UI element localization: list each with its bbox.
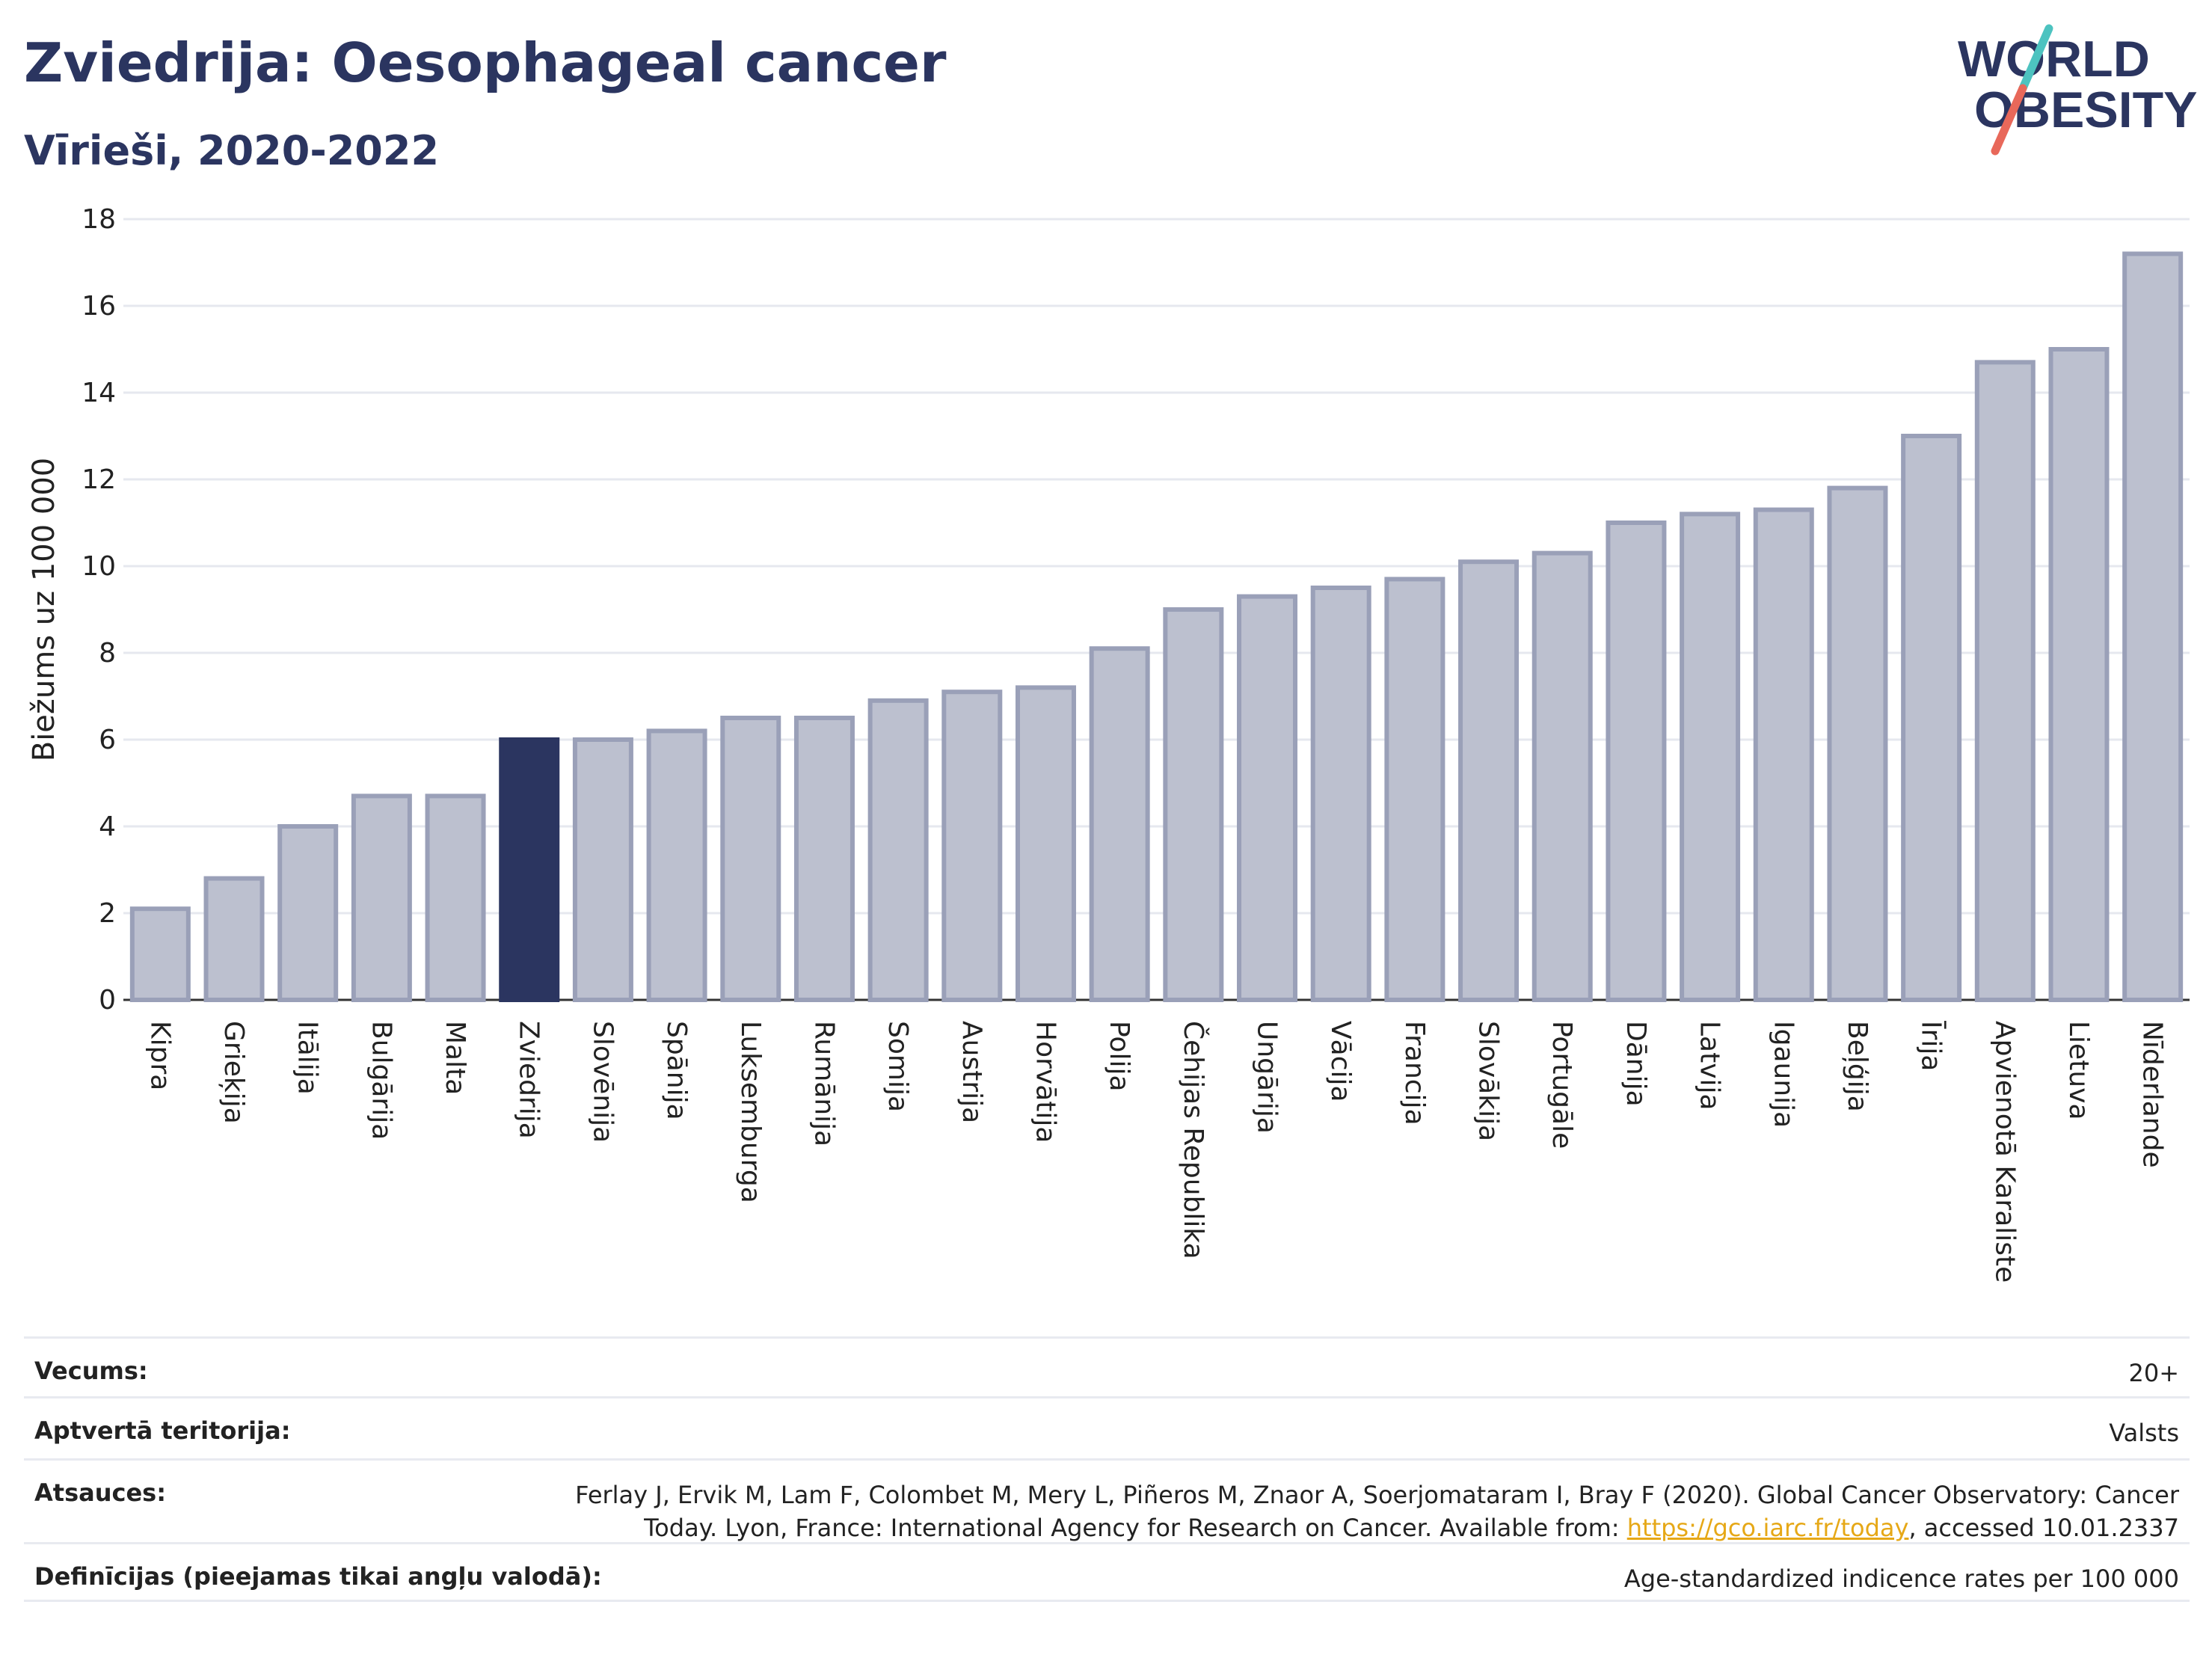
y-tick-label: 6	[99, 725, 116, 755]
territory-label: Aptvertā teritorija:	[34, 1416, 291, 1445]
y-axis-label: Biežums uz 100 000	[27, 458, 61, 762]
references-link[interactable]: https://gco.iarc.fr/today	[1626, 1514, 1909, 1542]
x-tick-label: Francija	[1399, 1021, 1430, 1126]
bar-nīderlande[interactable]	[2122, 251, 2184, 1002]
meta-row-definitions: Definīcijas (pieejamas tikai angļu valod…	[24, 1542, 2190, 1602]
bar-polija[interactable]	[1089, 646, 1150, 1002]
bar-lietuva[interactable]	[2048, 347, 2110, 1002]
logo-slash-top	[2018, 24, 2053, 93]
y-tick-label: 0	[99, 985, 116, 1016]
bars	[129, 251, 2184, 1003]
bar-somija[interactable]	[867, 698, 929, 1002]
x-tick-label: Īrija	[1916, 1021, 1947, 1071]
x-tick-label: Igaunija	[1768, 1021, 1798, 1128]
territory-value: Valsts	[2109, 1419, 2179, 1447]
x-tick-label: Dānija	[1620, 1021, 1651, 1107]
meta-row-references: Atsauces: Ferlay J, Ervik M, Lam F, Colo…	[24, 1458, 2190, 1542]
bar-austrija[interactable]	[941, 690, 1003, 1002]
bar-slovākija[interactable]	[1458, 559, 1520, 1002]
y-tick-labels: 0 2 4 6 8 10 12 14 16 18	[82, 204, 116, 1016]
x-tick-label: Latvija	[1695, 1021, 1725, 1111]
y-tick-label: 2	[99, 898, 116, 929]
bar-čehijas-republika[interactable]	[1163, 607, 1224, 1002]
bar-latvija[interactable]	[1680, 512, 1741, 1002]
logo-slash-bottom	[1991, 84, 2027, 156]
chart-subtitle: Vīrieši, 2020-2022	[24, 127, 440, 174]
x-tick-label: Ungārija	[1252, 1021, 1282, 1134]
meta-row-territory: Aptvertā teritorija: Valsts	[24, 1396, 2190, 1458]
x-tick-label: Lietuva	[2063, 1021, 2094, 1120]
bar-grieķija[interactable]	[203, 876, 265, 1002]
chart-title: Zviedrija: Oesophageal cancer	[24, 31, 947, 94]
x-tick-label: Zviedrija	[514, 1021, 544, 1139]
x-tick-label: Itālija	[292, 1021, 323, 1095]
y-tick-label: 4	[99, 811, 116, 842]
x-tick-label: Horvātija	[1030, 1021, 1060, 1143]
x-tick-label: Polija	[1104, 1021, 1134, 1092]
x-tick-labels: Kipra Grieķija Itālija Bulgārija Malta Zviedr…	[144, 1021, 2167, 1283]
bar-īrija[interactable]	[1901, 434, 1962, 1002]
bar-malta[interactable]	[425, 793, 486, 1003]
references-value: Ferlay J, Ervik M, Lam F, Colombet M, Me…	[575, 1479, 2179, 1544]
bar-itālija[interactable]	[277, 824, 339, 1002]
x-tick-label: Beļģija	[1842, 1021, 1872, 1112]
x-tick-label: Rumānija	[808, 1021, 839, 1146]
definitions-value: Age-standardized indicence rates per 100…	[1623, 1565, 2179, 1593]
x-tick-label: Spānija	[661, 1021, 692, 1120]
bar-apvienotā-karaliste[interactable]	[1974, 360, 2036, 1002]
age-label: Vecums:	[34, 1357, 148, 1385]
bar-portugāle[interactable]	[1531, 550, 1593, 1002]
world-obesity-logo: WORLD OBESITY	[1958, 24, 2198, 156]
bar-chart: 0 2 4 6 8 10 12 14 16 18 Kipra Grieķija Itālija Bulg…	[27, 204, 2190, 1283]
x-tick-label: Austrija	[956, 1021, 987, 1123]
x-tick-label: Slovēnija	[587, 1021, 618, 1143]
x-tick-label: Čehijas Republika	[1178, 1021, 1209, 1259]
bar-beļģija[interactable]	[1827, 485, 1888, 1002]
y-tick-label: 18	[82, 204, 116, 235]
bar-bulgārija[interactable]	[351, 793, 412, 1003]
references-label: Atsauces:	[34, 1479, 166, 1507]
logo-line1: WORLD	[1958, 31, 2150, 87]
bar-zviedrija[interactable]	[499, 737, 560, 1002]
x-tick-label: Vācija	[1325, 1021, 1356, 1102]
bar-dānija[interactable]	[1606, 521, 1667, 1002]
y-tick-label: 12	[82, 464, 116, 495]
bar-kipra[interactable]	[129, 906, 191, 1002]
bar-luksemburga[interactable]	[720, 716, 781, 1002]
metadata-table: Vecums: 20+ Aptvertā teritorija: Valsts …	[24, 1336, 2190, 1602]
meta-row-age: Vecums: 20+	[24, 1336, 2190, 1396]
bar-ungārija[interactable]	[1237, 594, 1298, 1002]
bar-igaunija[interactable]	[1753, 507, 1814, 1002]
age-value: 20+	[2128, 1359, 2179, 1387]
definitions-label: Definīcijas (pieejamas tikai angļu valod…	[34, 1562, 602, 1591]
x-tick-label: Somija	[882, 1021, 913, 1112]
bar-francija[interactable]	[1384, 577, 1446, 1002]
x-tick-label: Bulgārija	[366, 1021, 396, 1140]
x-tick-label: Apvienotā Karaliste	[1989, 1021, 2020, 1283]
references-line2-pre: Today. Lyon, France: International Agenc…	[644, 1514, 1627, 1542]
bar-rumānija[interactable]	[793, 716, 855, 1002]
y-tick-label: 16	[82, 291, 116, 322]
x-tick-label: Slovākija	[1473, 1021, 1504, 1141]
references-line1: Ferlay J, Ervik M, Lam F, Colombet M, Me…	[575, 1481, 2179, 1509]
x-tick-label: Kipra	[144, 1021, 175, 1090]
x-tick-label: Nīderlande	[2137, 1021, 2168, 1168]
bar-horvātija[interactable]	[1015, 685, 1076, 1003]
x-tick-label: Malta	[440, 1021, 470, 1095]
y-tick-label: 8	[99, 638, 116, 669]
y-tick-label: 10	[82, 551, 116, 582]
x-tick-label: Grieķija	[218, 1021, 249, 1124]
bar-spānija[interactable]	[646, 728, 707, 1003]
bar-vācija[interactable]	[1310, 586, 1371, 1002]
references-line2-post: , accessed 10.01.2337	[1908, 1514, 2179, 1542]
bar-slovēnija[interactable]	[572, 737, 633, 1002]
x-tick-label: Luksemburga	[735, 1021, 766, 1203]
y-tick-label: 14	[82, 378, 116, 408]
x-tick-label: Portugāle	[1546, 1021, 1577, 1149]
